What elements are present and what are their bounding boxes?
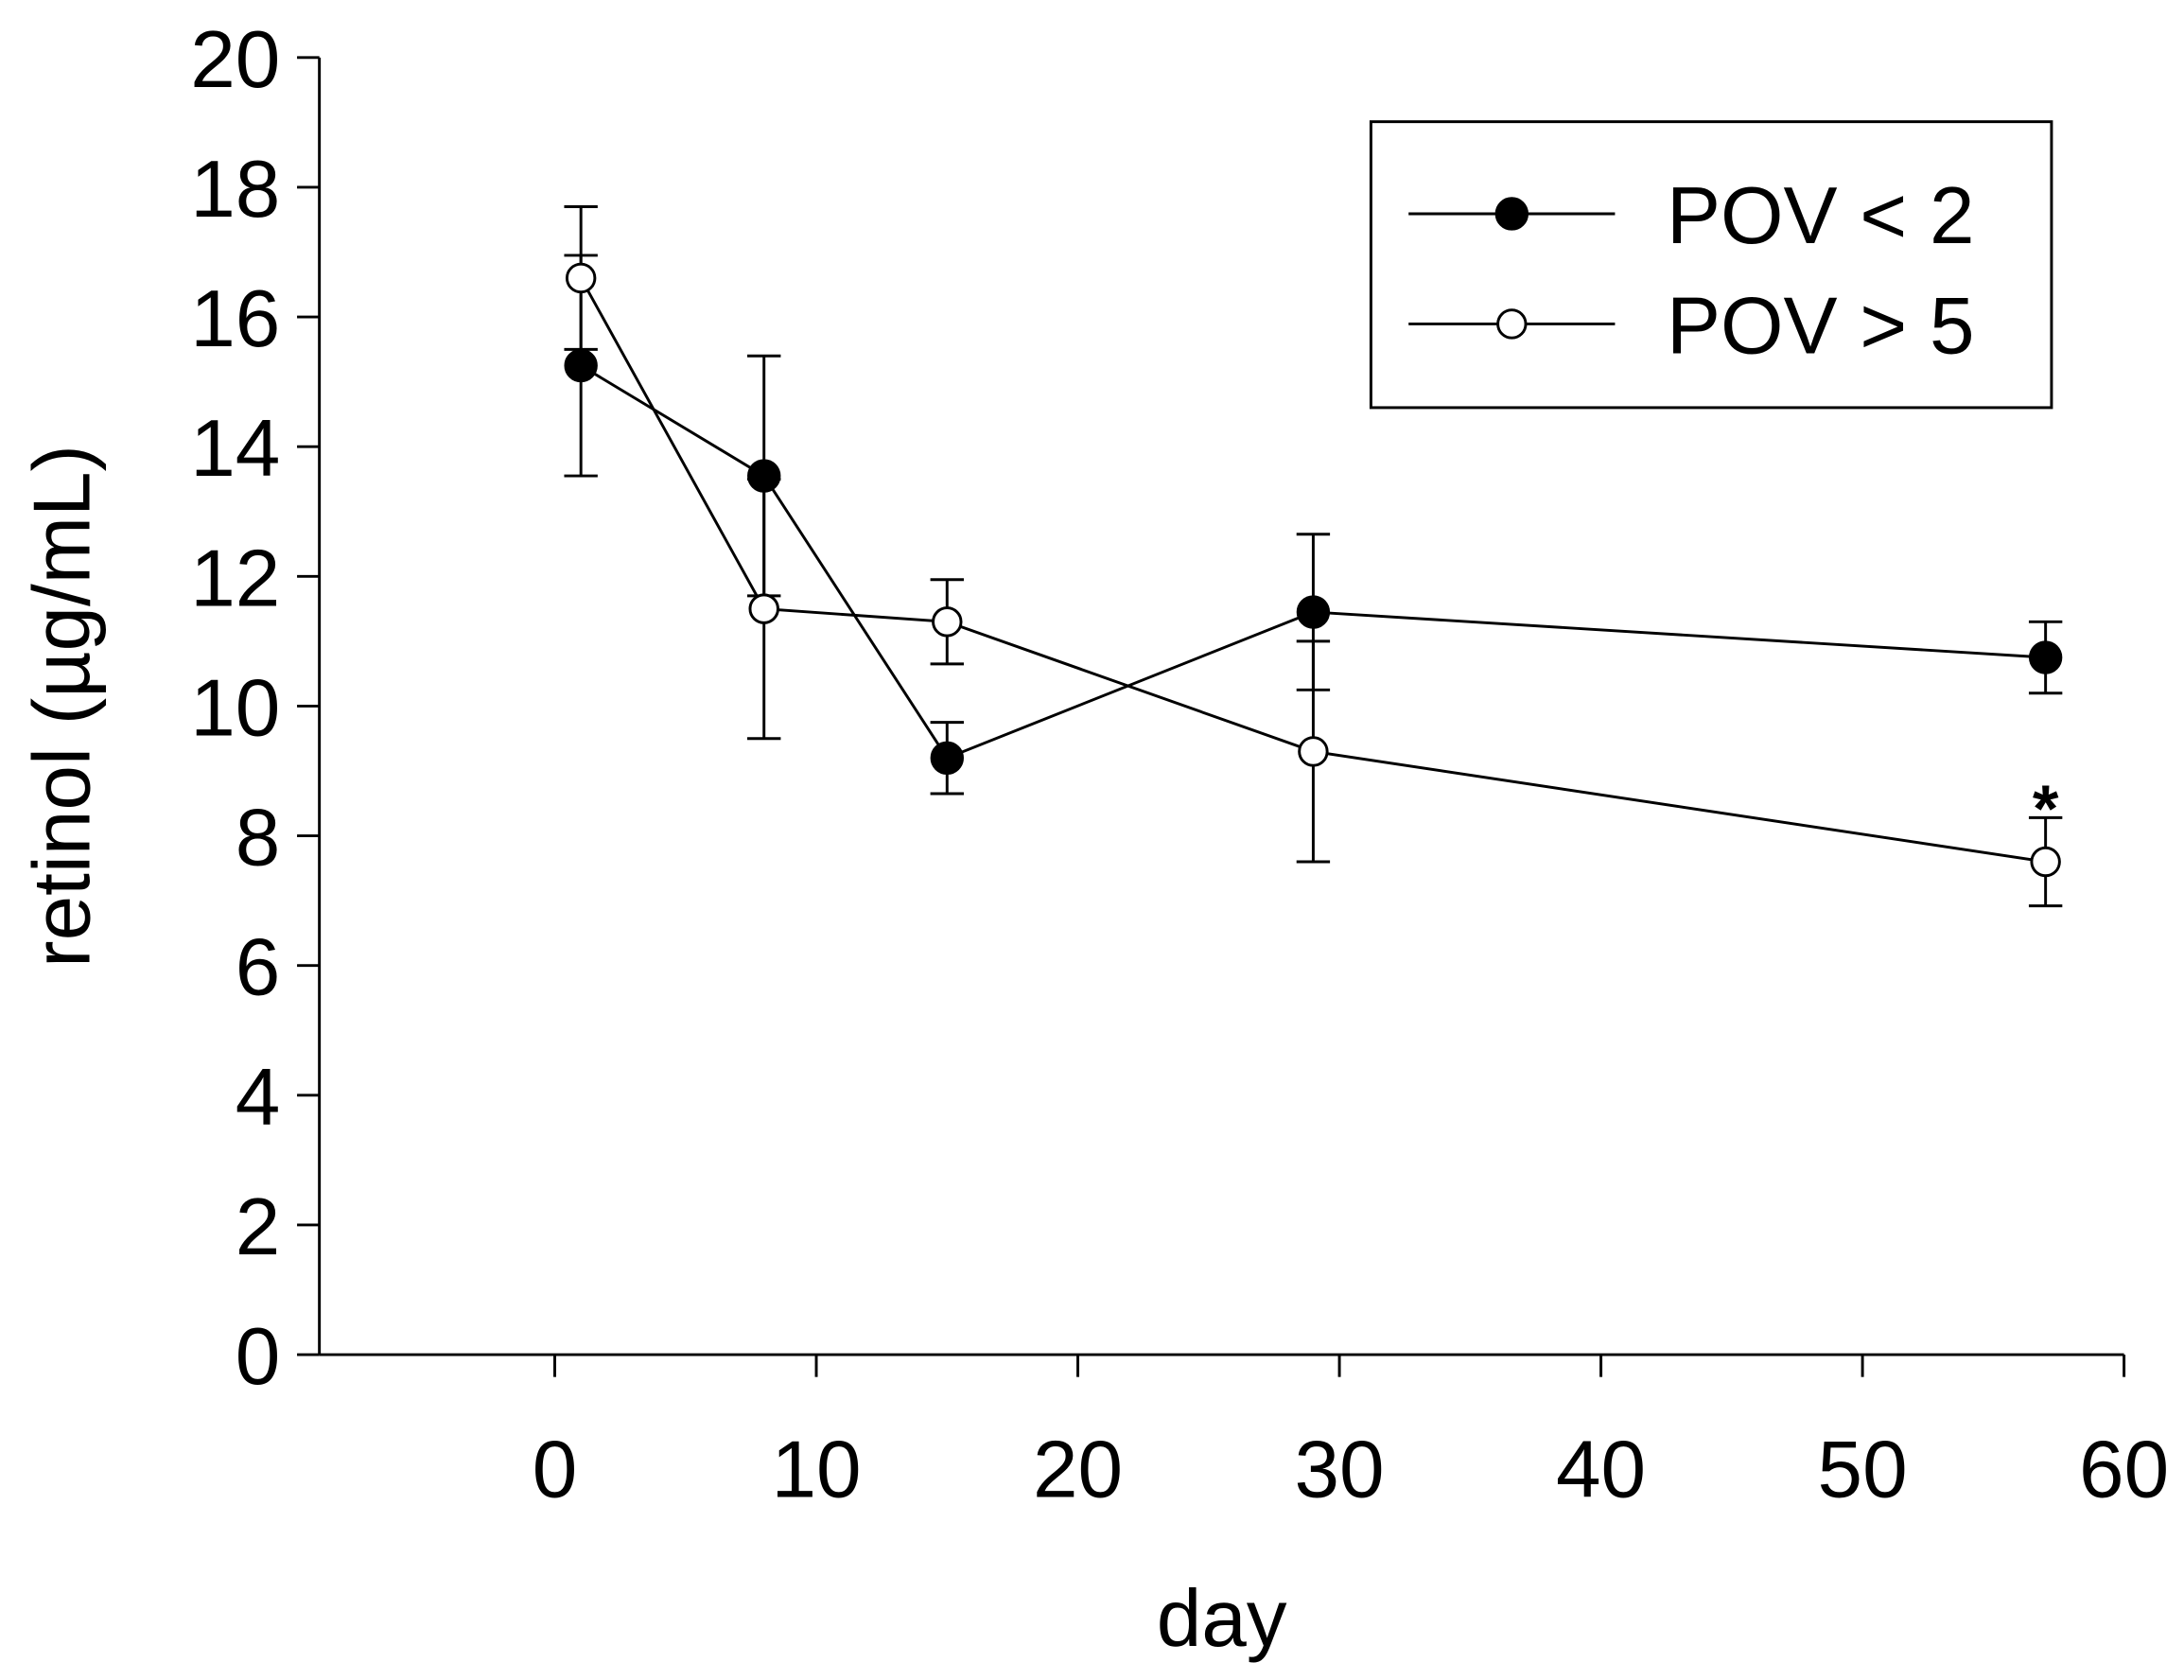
y-tick-label: 12 [190, 534, 280, 623]
data-point [565, 262, 597, 294]
legend-marker-pov-lt-2 [1494, 197, 1529, 231]
data-point [1296, 595, 1331, 629]
legend-box [1369, 120, 2053, 410]
x-tick-label: 30 [1295, 1425, 1385, 1514]
y-tick-label: 2 [236, 1182, 281, 1272]
y-tick-label: 8 [236, 794, 281, 884]
y-tick-label: 20 [190, 15, 280, 105]
y-axis-label: retinol (µg/mL) [17, 445, 107, 968]
data-point [2028, 640, 2063, 674]
data-point [2030, 846, 2061, 878]
x-tick-label: 50 [1818, 1425, 1908, 1514]
legend-label-pov-lt-2: POV < 2 [1667, 171, 1975, 261]
legend: POV < 2 POV > 5 [1369, 120, 2053, 410]
data-point [1298, 736, 1329, 767]
data-point [932, 606, 963, 638]
y-tick-label: 16 [190, 274, 280, 364]
x-tick-label: 20 [1033, 1425, 1123, 1514]
x-axis-label: day [1157, 1574, 1287, 1664]
y-tick-label: 14 [190, 404, 280, 494]
y-tick-label: 6 [236, 923, 281, 1013]
series-pov-gt-5 [564, 205, 2063, 908]
legend-label-pov-gt-5: POV > 5 [1667, 281, 1975, 371]
series-layer: * [564, 205, 2063, 908]
x-tick-label: 40 [1556, 1425, 1646, 1514]
y-tick-label: 4 [236, 1053, 281, 1143]
significance-asterisk: * [2033, 771, 2059, 846]
x-tick-label: 10 [771, 1425, 861, 1514]
y-tick-label: 18 [190, 145, 280, 235]
axes: 0 2 4 6 8 10 12 14 16 18 20 0 10 20 30 40 50 60 [190, 15, 2169, 1515]
data-point [564, 348, 598, 383]
y-tick-label: 10 [190, 663, 280, 753]
data-point [930, 741, 964, 775]
x-tick-label: 0 [533, 1425, 578, 1514]
data-point [748, 593, 779, 624]
legend-marker-pov-gt-5 [1496, 308, 1528, 340]
x-tick-label: 60 [2079, 1425, 2169, 1514]
y-tick-label: 0 [236, 1312, 281, 1402]
